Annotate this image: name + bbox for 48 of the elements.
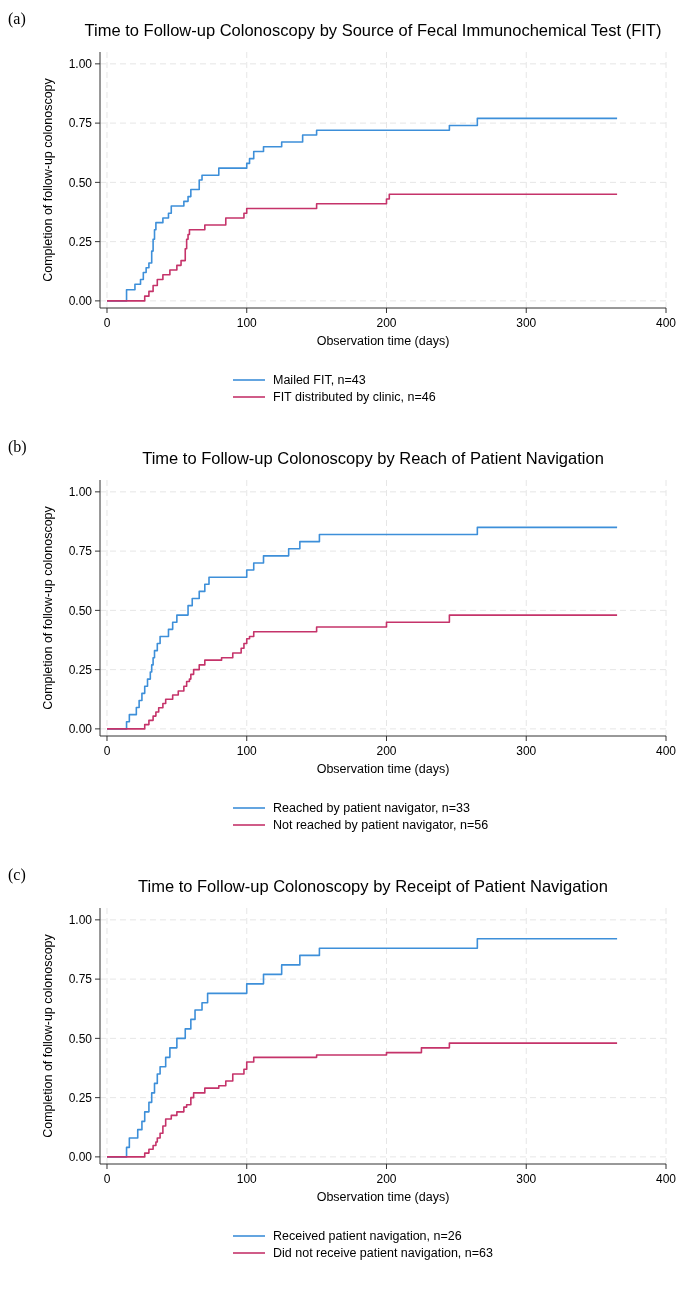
x-tick-label: 200 xyxy=(376,1172,397,1186)
text: (c) xyxy=(8,866,26,884)
x-tick-label: 100 xyxy=(236,316,258,330)
x-tick-label: 0 xyxy=(103,744,111,758)
y-tick-label: 0.25 xyxy=(68,1090,93,1105)
x-tick-label: 0 xyxy=(103,316,111,330)
y-tick-label: 0.00 xyxy=(68,1150,93,1165)
legend-label: Mailed FIT, n=43 xyxy=(273,373,366,388)
y-tick-label: 0.50 xyxy=(68,603,93,618)
y-axis-title: Completion of follow-up colonoscopy xyxy=(41,505,55,710)
y-axis-title: Completion of follow-up colonoscopy xyxy=(41,933,55,1138)
y-tick-label: 0.25 xyxy=(68,234,93,249)
x-tick-label: 200 xyxy=(376,744,397,758)
x-tick-label: 0 xyxy=(103,1172,111,1186)
x-tick-label: 400 xyxy=(655,316,677,330)
y-tick-label: 0.00 xyxy=(68,722,93,737)
legend-label: FIT distributed by clinic, n=46 xyxy=(273,390,436,405)
y-tick-label: 0.25 xyxy=(68,662,93,677)
chart-title: Time to Follow-up Colonoscopy by Receipt of Patient Navigation xyxy=(138,877,608,895)
y-axis-title: Completion of follow-up colonoscopy xyxy=(41,77,55,282)
y-tick-label: 0.50 xyxy=(68,1031,93,1046)
x-tick-label: 400 xyxy=(655,1172,677,1186)
y-tick-label: 1.00 xyxy=(68,57,93,72)
legend-label: Did not receive patient navigation, n=63 xyxy=(273,1246,493,1261)
text: (a) xyxy=(8,10,26,28)
text: (b) xyxy=(8,438,27,456)
legend-label: Reached by patient navigator, n=33 xyxy=(273,801,471,816)
x-tick-label: 400 xyxy=(655,744,677,758)
x-tick-label: 300 xyxy=(516,1172,537,1186)
x-tick-label: 100 xyxy=(236,744,258,758)
y-tick-label: 0.00 xyxy=(68,294,93,309)
y-tick-label: 1.00 xyxy=(68,913,93,928)
y-tick-label: 0.50 xyxy=(68,175,93,190)
x-tick-label: 100 xyxy=(236,1172,258,1186)
chart-title: Time to Follow-up Colonoscopy by Source of Fecal Immunochemical Test (FIT) xyxy=(84,21,662,39)
x-tick-label: 200 xyxy=(376,316,397,330)
x-axis-title: Observation time (days) xyxy=(316,762,450,776)
x-tick-label: 300 xyxy=(516,744,537,758)
x-tick-label: 300 xyxy=(516,316,537,330)
x-axis-title: Observation time (days) xyxy=(316,334,450,348)
chart-title: Time to Follow-up Colonoscopy by Reach of Patient Navigation xyxy=(142,449,604,467)
y-tick-label: 0.75 xyxy=(68,972,93,987)
y-tick-label: 1.00 xyxy=(68,485,93,500)
y-tick-label: 0.75 xyxy=(68,544,93,559)
legend-label: Not reached by patient navigator, n=56 xyxy=(273,818,489,833)
y-tick-label: 0.75 xyxy=(68,116,93,131)
legend-label: Received patient navigation, n=26 xyxy=(273,1229,462,1244)
x-axis-title: Observation time (days) xyxy=(316,1190,450,1204)
